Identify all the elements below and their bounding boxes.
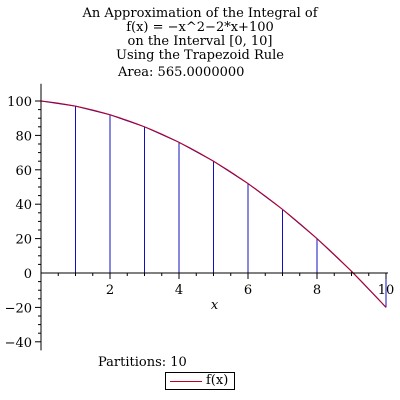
title-line-3: on the Interval [0, 10] xyxy=(127,34,273,49)
y-tick-label: −40 xyxy=(5,336,32,351)
title-line-2: f(x) = −x^2−2*x+100 xyxy=(126,20,274,35)
y-tick-label: 0 xyxy=(24,267,32,282)
partitions-label: Partitions: 10 xyxy=(98,355,187,370)
legend: f(x) xyxy=(165,372,235,390)
y-tick-label: 60 xyxy=(15,164,32,179)
legend-swatch xyxy=(170,381,202,382)
x-axis-label: x xyxy=(211,298,219,313)
y-tick-label: −20 xyxy=(5,301,32,316)
title-line-4: Using the Trapezoid Rule xyxy=(116,48,284,63)
title-line-1: An Approximation of the Integral of xyxy=(82,6,318,21)
x-tick-label: 2 xyxy=(106,283,114,298)
y-tick-label: 100 xyxy=(7,95,32,110)
series-line-fx xyxy=(40,100,387,308)
y-tick-label: 40 xyxy=(15,198,32,213)
area-label: Area: 565.0000000 xyxy=(118,65,245,80)
x-tick-label: 6 xyxy=(244,283,252,298)
x-tick-label: 8 xyxy=(313,283,321,298)
x-tick-label: 10 xyxy=(378,283,395,298)
x-tick-label: 4 xyxy=(175,283,183,298)
legend-label: f(x) xyxy=(206,373,229,388)
y-tick-label: 20 xyxy=(15,233,32,248)
y-tick-label: 80 xyxy=(15,129,32,144)
